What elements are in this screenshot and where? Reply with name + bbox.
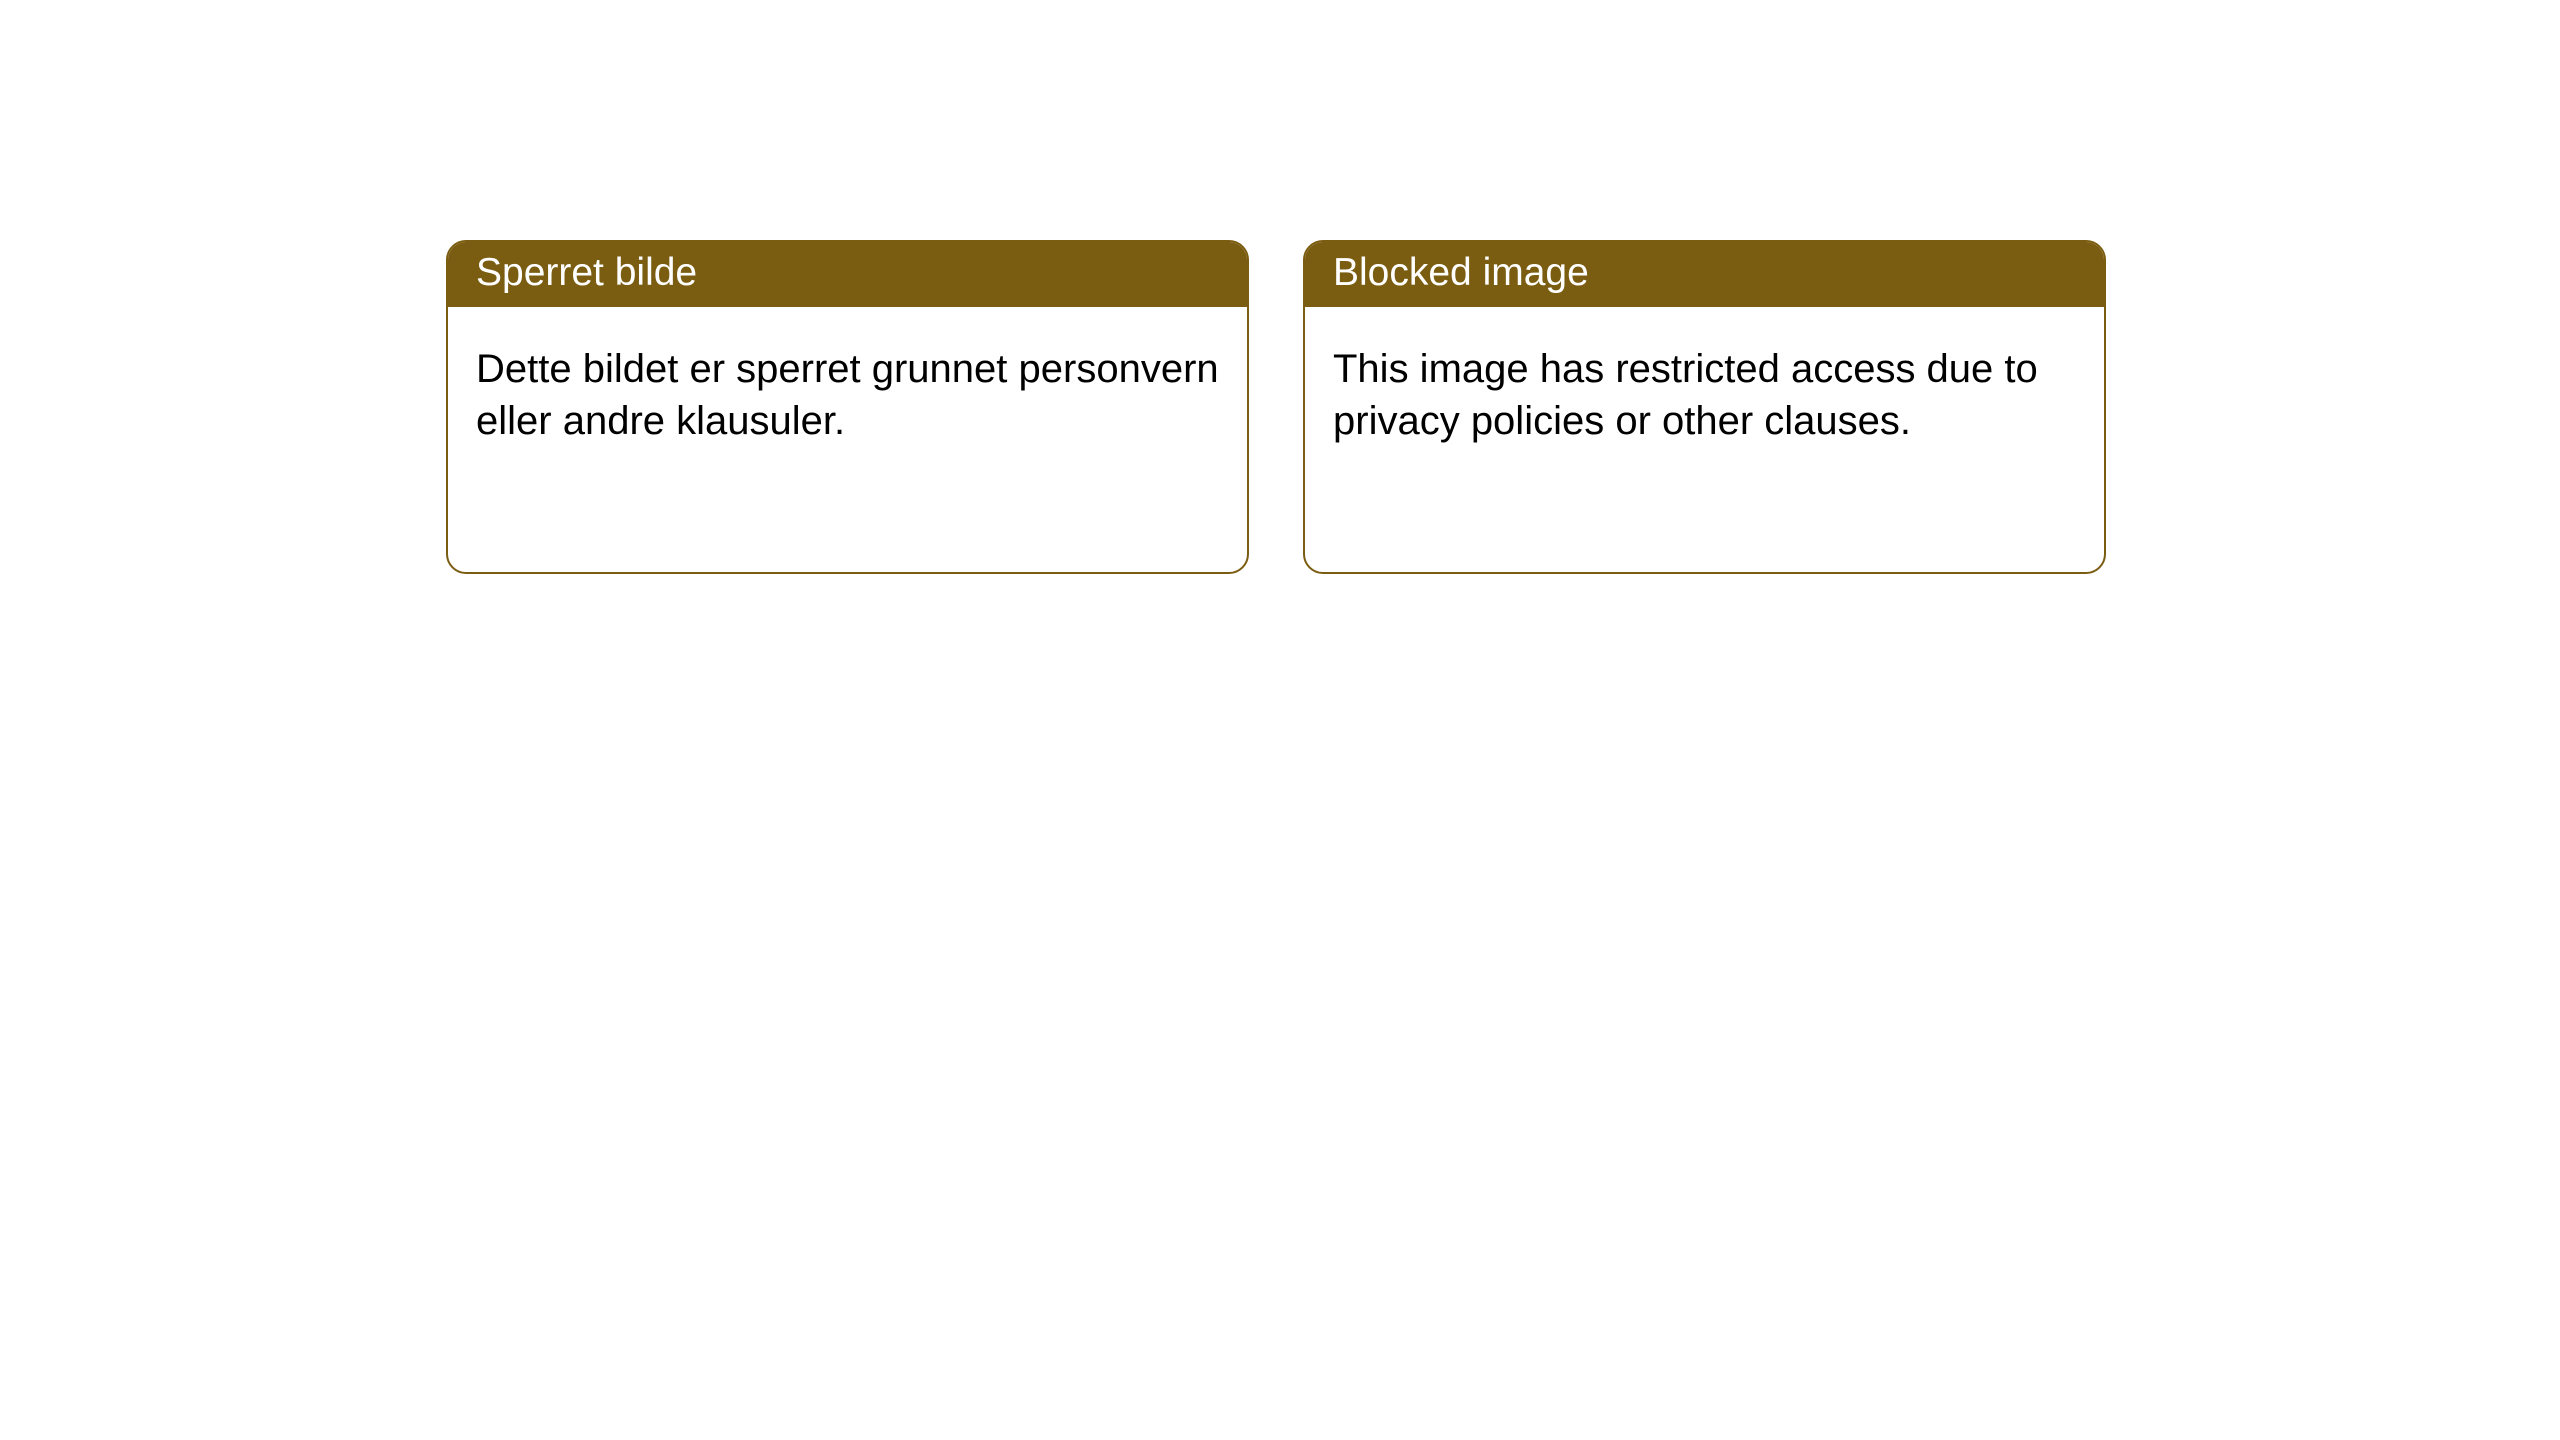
card-body-text: Dette bildet er sperret grunnet personve… bbox=[476, 347, 1219, 443]
card-body-text: This image has restricted access due to … bbox=[1333, 347, 2038, 443]
notice-cards-container: Sperret bilde Dette bildet er sperret gr… bbox=[0, 0, 2560, 574]
card-header: Sperret bilde bbox=[448, 242, 1247, 307]
card-header: Blocked image bbox=[1305, 242, 2104, 307]
card-body: Dette bildet er sperret grunnet personve… bbox=[448, 307, 1247, 475]
notice-card-norwegian: Sperret bilde Dette bildet er sperret gr… bbox=[446, 240, 1249, 574]
card-header-text: Sperret bilde bbox=[476, 251, 697, 294]
card-body: This image has restricted access due to … bbox=[1305, 307, 2104, 475]
notice-card-english: Blocked image This image has restricted … bbox=[1303, 240, 2106, 574]
card-header-text: Blocked image bbox=[1333, 251, 1589, 294]
